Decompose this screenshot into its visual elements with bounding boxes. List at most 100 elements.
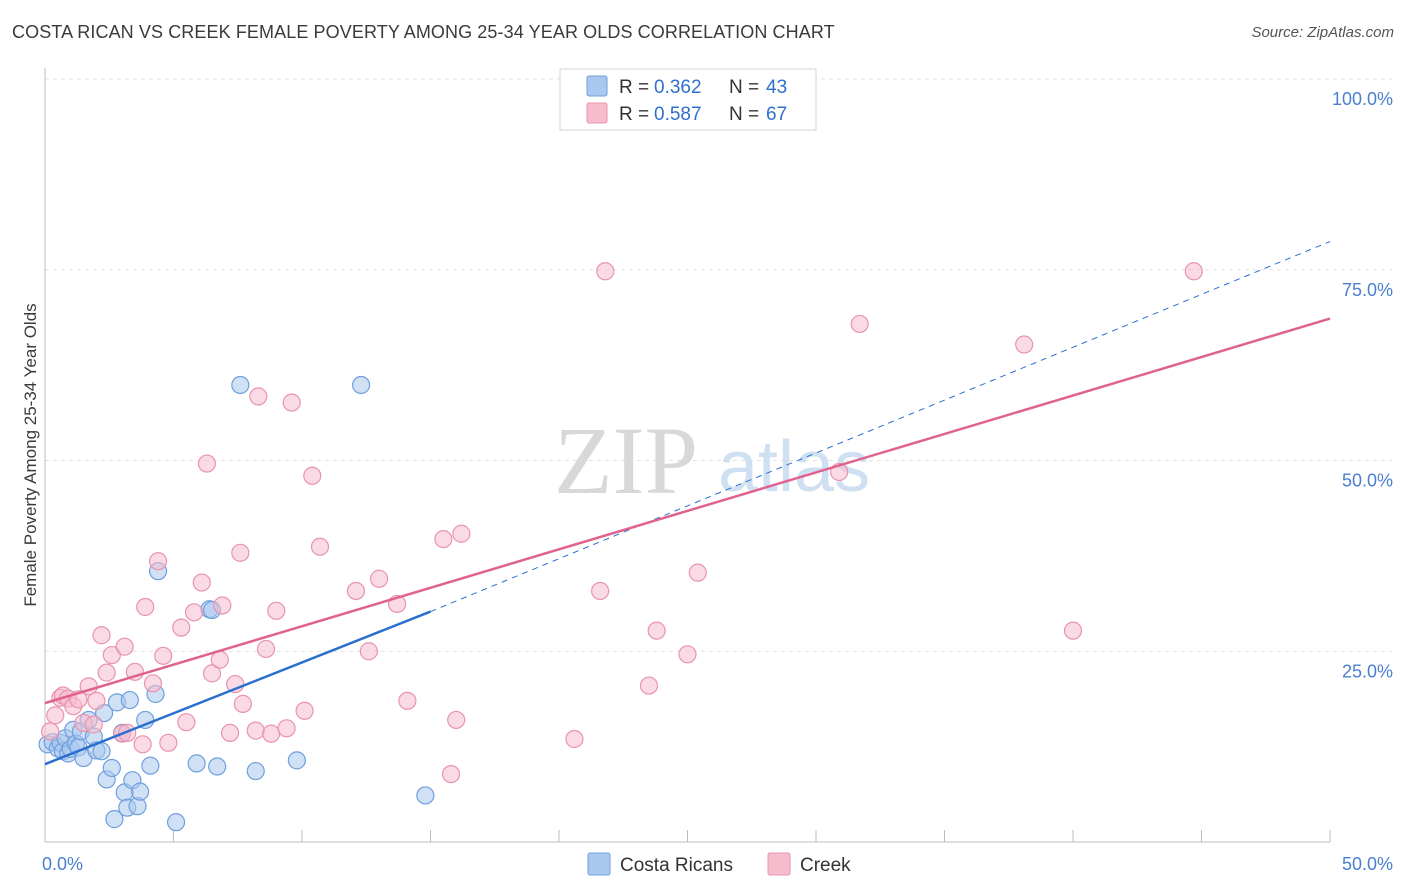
trend-lines	[44, 241, 1331, 766]
costa-ricans-trend-extension	[430, 241, 1331, 613]
y-tick-label-0: 25.0%	[1342, 661, 1393, 681]
legend-r-value-0: 0.362	[654, 77, 702, 98]
creek-point-35	[233, 694, 252, 713]
creek-point-15	[115, 637, 134, 656]
y-tick-label-1: 50.0%	[1342, 471, 1393, 491]
creek-trend-line	[44, 317, 1331, 705]
creek-point-32	[220, 723, 240, 742]
creek-point-51	[434, 529, 453, 549]
legend-r-label-0: R =	[619, 77, 649, 98]
creek-point-38	[256, 639, 276, 659]
creek-point-60	[678, 645, 697, 664]
x-tick-label-0: 0.0%	[42, 854, 83, 874]
creek-point-29	[202, 664, 222, 683]
creek-point-66	[1184, 262, 1203, 281]
creek-point-57	[596, 262, 615, 281]
creek-point-0	[41, 722, 60, 741]
creek-point-26	[184, 603, 204, 622]
bottom-legend-swatch-costa-ricans	[587, 852, 611, 876]
legend-n-label-1: N =	[729, 104, 759, 125]
x-tick-label-1: 50.0%	[1342, 854, 1393, 874]
creek-point-13	[102, 645, 121, 665]
costa-ricans-point-20	[105, 810, 124, 829]
costa-ricans-point-39	[246, 761, 265, 781]
bottom-legend-label-creek: Creek	[800, 855, 851, 876]
creek-point-63	[850, 314, 869, 334]
creek-point-27	[192, 573, 211, 592]
creek-point-1	[46, 706, 65, 725]
x-tick-labels: 0.0% 50.0%	[42, 854, 1393, 874]
y-tick-labels: 25.0% 50.0% 75.0% 100.0%	[1332, 89, 1393, 681]
creek-point-55	[565, 729, 584, 749]
costa-ricans-point-40	[287, 751, 306, 770]
bottom-legend-swatch-creek	[767, 852, 791, 876]
creek-point-48	[370, 569, 389, 588]
creek-point-46	[346, 581, 366, 601]
y-axis-label: Female Poverty Among 25-34 Year Olds	[21, 303, 40, 606]
creek-point-21	[148, 552, 168, 571]
creek-point-31	[213, 596, 232, 615]
creek-point-9	[84, 715, 103, 734]
creek-point-58	[639, 676, 659, 695]
creek-point-12	[97, 663, 116, 682]
legend-r-label-1: R =	[619, 104, 649, 125]
creek-point-61	[688, 563, 707, 582]
creek-point-52	[441, 764, 461, 784]
creek-point-43	[295, 701, 314, 720]
watermark-zip: ZIP	[554, 407, 698, 514]
costa-ricans-point-41	[352, 375, 371, 395]
creek-point-64	[1015, 335, 1034, 354]
costa-ricans-point-38	[231, 375, 250, 395]
costa-ricans-trend-line	[44, 610, 431, 766]
legend-r-value-1: 0.587	[654, 104, 702, 125]
series-creek	[41, 262, 1203, 784]
legend-swatch-creek	[586, 102, 608, 124]
creek-point-56	[591, 581, 610, 601]
y-tick-label-3: 100.0%	[1332, 89, 1393, 109]
creek-point-34	[231, 543, 250, 562]
bottom-legend-label-costa-ricans: Costa Ricans	[620, 855, 733, 876]
creek-point-47	[359, 642, 378, 661]
y-tick-label-2: 75.0%	[1342, 280, 1393, 300]
grid	[45, 78, 1392, 652]
creek-point-22	[154, 646, 173, 665]
costa-ricans-point-37	[208, 757, 227, 776]
creek-point-53	[447, 710, 466, 730]
legend-n-value-1: 67	[766, 104, 787, 125]
creek-point-11	[92, 626, 111, 645]
creek-point-20	[143, 674, 163, 693]
creek-point-42	[282, 393, 301, 412]
creek-point-45	[310, 537, 330, 556]
costa-ricans-point-33	[166, 813, 186, 832]
creek-point-25	[177, 713, 196, 732]
creek-point-23	[159, 733, 178, 752]
bottom-legend: Costa Ricans Creek	[587, 852, 851, 876]
legend-n-label-0: N =	[729, 77, 759, 98]
legend: R = 0.362 N = 43 R = 0.587 N = 67	[559, 68, 817, 131]
creek-point-50	[398, 691, 417, 710]
creek-point-59	[647, 621, 666, 640]
creek-point-39	[262, 724, 281, 743]
creek-point-36	[246, 721, 265, 740]
creek-point-19	[136, 597, 155, 617]
creek-point-24	[172, 618, 191, 637]
chart-title: COSTA RICAN VS CREEK FEMALE POVERTY AMON…	[12, 22, 835, 42]
creek-point-65	[1063, 621, 1083, 640]
costa-ricans-point-28	[130, 782, 150, 801]
creek-point-37	[249, 387, 268, 406]
costa-ricans-point-42	[416, 786, 435, 805]
costa-ricans-point-30	[141, 756, 160, 775]
legend-n-value-0: 43	[766, 77, 787, 98]
creek-point-44	[303, 466, 322, 485]
creek-point-40	[267, 601, 286, 620]
creek-point-10	[87, 691, 106, 710]
legend-swatch-costa-ricans	[586, 75, 608, 97]
x-ticks	[44, 830, 1331, 842]
creek-point-54	[452, 524, 471, 543]
costa-ricans-point-19	[102, 758, 121, 778]
costa-ricans-point-25	[120, 690, 139, 710]
creek-point-41	[277, 719, 296, 738]
costa-ricans-point-34	[187, 754, 206, 773]
creek-point-18	[133, 735, 152, 754]
